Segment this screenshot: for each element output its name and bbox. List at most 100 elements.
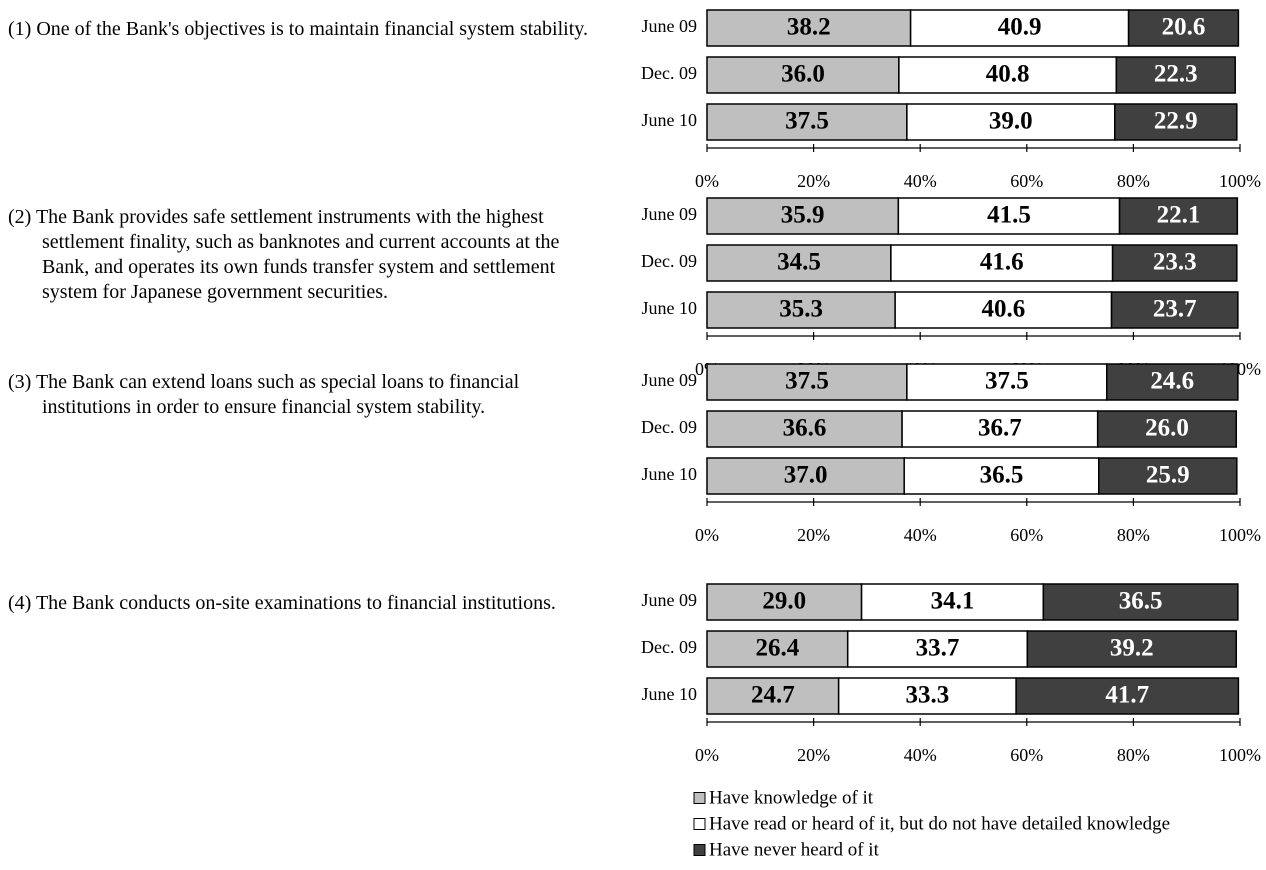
category-label: Dec. 09 [641, 251, 697, 271]
bar-segment [906, 103, 1116, 141]
bar-segment [706, 583, 863, 621]
category-label: June 10 [642, 110, 698, 130]
bar-segment [909, 9, 1130, 47]
bar-segment [706, 244, 892, 282]
x-tick-label: 100% [1219, 171, 1261, 191]
bar-segment [1113, 103, 1238, 141]
bar-segment [1015, 677, 1240, 715]
x-tick-label: 60% [1010, 745, 1043, 765]
statement: (1) One of the Bank's objectives is to m… [8, 18, 588, 40]
value-label: 33.3 [906, 682, 950, 709]
x-tick-label: 60% [1010, 171, 1043, 191]
x-tick-label: 0% [695, 745, 719, 765]
bar-segment [1111, 244, 1238, 282]
bar-segment [890, 244, 1114, 282]
value-label: 20.6 [1162, 14, 1206, 41]
value-label: 35.3 [779, 296, 823, 323]
x-tick-label: 0% [695, 525, 719, 545]
bar-segment [706, 410, 903, 448]
value-label: 36.0 [781, 61, 825, 88]
bar-segment [846, 630, 1029, 668]
statement: (2) The Bank provides safe settlement in… [8, 206, 560, 303]
legend-swatch [693, 844, 706, 856]
category-label: June 09 [642, 204, 698, 224]
bar-segment [898, 56, 1118, 94]
bar-segment [706, 9, 912, 47]
value-label: 24.7 [751, 682, 795, 709]
x-tick-label: 20% [797, 525, 830, 545]
value-label: 34.5 [777, 249, 821, 276]
value-label: 23.3 [1153, 249, 1197, 276]
value-label: 22.3 [1154, 61, 1198, 88]
bar-segment [1042, 583, 1239, 621]
category-label: Dec. 09 [641, 637, 697, 657]
bar-segment [1110, 291, 1239, 329]
x-tick-label: 80% [1117, 171, 1150, 191]
x-tick-label: 100% [1219, 745, 1261, 765]
value-label: 37.5 [785, 108, 829, 135]
statement: (3) The Bank can extend loans such as sp… [8, 371, 520, 418]
category-label: Dec. 09 [641, 63, 697, 83]
legend-label: Have read or heard of it, but do not hav… [709, 813, 1170, 834]
x-tick-label: 20% [797, 745, 830, 765]
x-tick-label: 0% [695, 171, 719, 191]
value-label: 36.7 [978, 415, 1022, 442]
value-label: 37.0 [784, 462, 828, 489]
bar-segment [897, 197, 1121, 235]
bar-segment [706, 103, 908, 141]
value-label: 39.0 [989, 108, 1033, 135]
legend-swatch [693, 792, 706, 804]
value-label: 40.6 [981, 296, 1025, 323]
value-label: 22.1 [1157, 202, 1201, 229]
legend-swatch [693, 818, 706, 830]
bar-segment [894, 291, 1113, 329]
value-label: 34.1 [931, 588, 975, 615]
category-label: June 10 [642, 684, 698, 704]
x-tick-label: 20% [797, 171, 830, 191]
category-label: Dec. 09 [641, 417, 697, 437]
value-label: 38.2 [787, 14, 831, 41]
bar-segment [706, 363, 908, 401]
category-label: June 10 [642, 298, 698, 318]
category-label: June 09 [642, 590, 698, 610]
legend-label: Have knowledge of it [709, 787, 874, 808]
x-tick-label: 40% [904, 525, 937, 545]
bar-segment [1106, 363, 1239, 401]
bar-segment [860, 583, 1045, 621]
value-label: 26.0 [1145, 415, 1189, 442]
x-tick-label: 60% [1010, 525, 1043, 545]
bar-segment [837, 677, 1017, 715]
value-label: 35.9 [781, 202, 825, 229]
value-label: 23.7 [1153, 296, 1197, 323]
value-label: 37.5 [785, 368, 829, 395]
statement: (4) The Bank conducts on-site examinatio… [8, 592, 556, 614]
bar-segment [1118, 197, 1239, 235]
x-tick-label: 40% [904, 171, 937, 191]
value-label: 36.6 [783, 415, 827, 442]
value-label: 24.6 [1150, 368, 1194, 395]
value-label: 25.9 [1146, 462, 1190, 489]
value-label: 40.8 [986, 61, 1030, 88]
bar-segment [1115, 56, 1236, 94]
value-label: 37.5 [985, 368, 1029, 395]
value-label: 36.5 [1119, 588, 1163, 615]
value-label: 29.0 [762, 588, 806, 615]
bar-segment [1127, 9, 1240, 47]
value-label: 41.7 [1105, 682, 1149, 709]
bar-segment [906, 363, 1108, 401]
bar-segment [1098, 457, 1238, 495]
bar-segment [1096, 410, 1238, 448]
value-label: 22.9 [1154, 108, 1198, 135]
bar-segment [903, 457, 1100, 495]
value-label: 39.2 [1110, 635, 1154, 662]
value-label: 41.6 [980, 249, 1024, 276]
category-label: June 09 [642, 16, 698, 36]
value-label: 36.5 [980, 462, 1024, 489]
x-tick-label: 80% [1117, 745, 1150, 765]
value-label: 40.9 [998, 14, 1042, 41]
category-label: June 10 [642, 464, 698, 484]
bar-segment [706, 291, 896, 329]
x-tick-label: 80% [1117, 525, 1150, 545]
x-tick-label: 100% [1219, 525, 1261, 545]
